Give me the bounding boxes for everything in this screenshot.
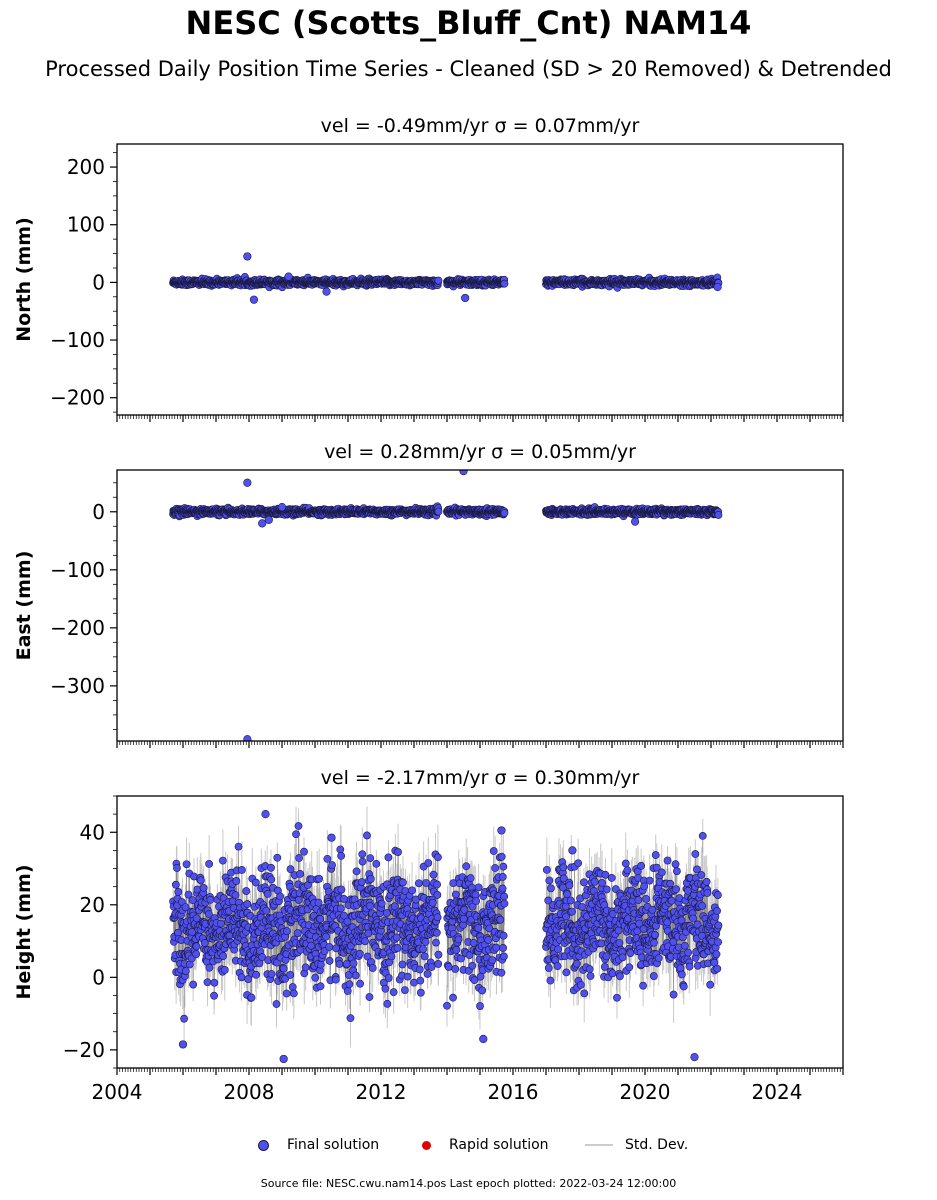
plot-area	[169, 470, 723, 741]
page-title: NESC (Scotts_Bluff_Cnt) NAM14	[185, 4, 752, 42]
outlier-point	[243, 252, 252, 261]
page-subtitle: Processed Daily Position Time Series - C…	[45, 57, 892, 81]
y-tick-label: −100	[50, 328, 105, 352]
panel-title: vel = 0.28mm/yr σ = 0.05mm/yr	[324, 441, 636, 463]
outlier-point	[713, 282, 722, 292]
panel-title: vel = -0.49mm/yr σ = 0.07mm/yr	[321, 115, 640, 137]
y-tick-label: −200	[50, 386, 105, 410]
plot-area	[169, 252, 723, 304]
y-axis-label: East (mm)	[13, 551, 35, 661]
data-point	[434, 276, 443, 285]
y-tick-label: 200	[67, 155, 105, 179]
outlier-point	[461, 293, 470, 303]
y-tick-label: 0	[92, 270, 105, 294]
y-tick-label: 100	[67, 213, 105, 237]
final-solution-points	[169, 252, 723, 304]
data-point	[500, 279, 509, 288]
outlier-point	[249, 295, 259, 304]
y-axis-label: North (mm)	[13, 217, 35, 342]
panel-north: vel = -0.49mm/yr σ = 0.07mm/yr North (mm)…	[13, 115, 844, 422]
outlier-point	[322, 287, 331, 296]
outlier-point	[284, 272, 293, 281]
